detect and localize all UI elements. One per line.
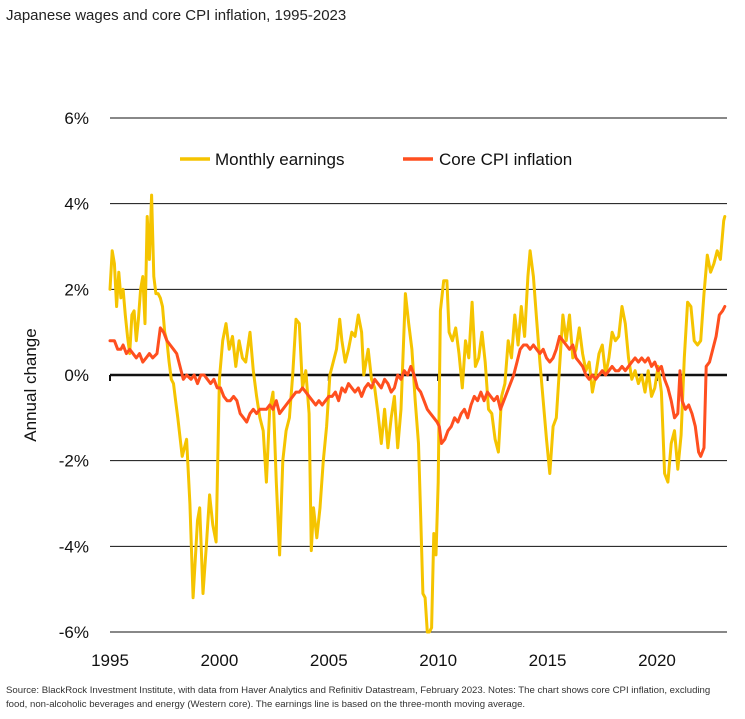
monthly-earnings-line <box>108 193 727 634</box>
x-tick-label: 2015 <box>529 651 567 670</box>
legend-label-cpi: Core CPI inflation <box>439 150 572 169</box>
source-note: Source: BlackRock Investment Institute, … <box>6 685 711 710</box>
series-lines <box>108 193 727 634</box>
x-tick-label: 2010 <box>419 651 457 670</box>
core-cpi-line <box>108 305 727 458</box>
chart-title: Japanese wages and core CPI inflation, 1… <box>6 7 347 24</box>
x-axis-ticks: 1995 2000 2005 2010 2015 2020 <box>91 651 676 670</box>
x-tick-label: 2020 <box>638 651 676 670</box>
y-tick-label: 0% <box>64 366 89 385</box>
y-tick-label: -2% <box>59 452 89 471</box>
y-tick-label: -4% <box>59 537 89 556</box>
legend-label-earnings: Monthly earnings <box>215 150 344 169</box>
legend: Monthly earnings Core CPI inflation <box>180 150 572 169</box>
x-tick-label: 1995 <box>91 651 129 670</box>
y-tick-label: 6% <box>64 109 89 128</box>
line-chart: 6% 4% 2% 0% -2% -4% -6% 1995 2000 2005 2010 2015 20… <box>21 109 727 670</box>
y-tick-label: -6% <box>59 623 89 642</box>
x-tick-label: 2000 <box>200 651 238 670</box>
y-axis-label: Annual change <box>21 328 40 441</box>
y-tick-label: 4% <box>64 195 89 214</box>
y-axis-ticks: 6% 4% 2% 0% -2% -4% -6% <box>59 109 89 642</box>
y-tick-label: 2% <box>64 280 89 299</box>
x-tick-label: 2005 <box>310 651 348 670</box>
